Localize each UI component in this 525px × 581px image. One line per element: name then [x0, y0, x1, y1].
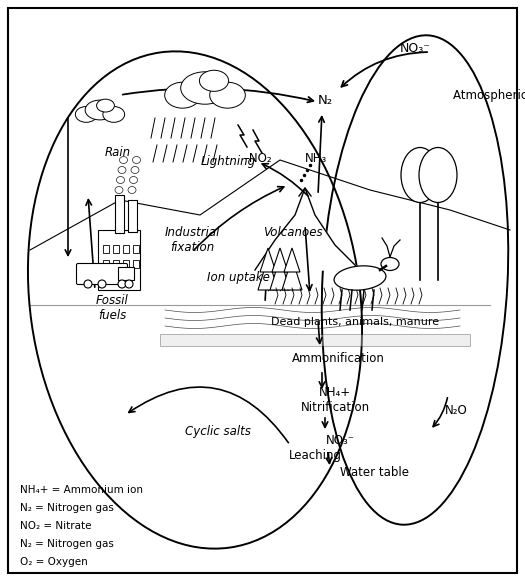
Text: NH₃: NH₃ — [305, 152, 327, 164]
Ellipse shape — [97, 99, 114, 112]
Ellipse shape — [85, 100, 115, 120]
Text: Industrial
fixation: Industrial fixation — [164, 226, 219, 254]
Ellipse shape — [419, 148, 457, 203]
Polygon shape — [282, 258, 302, 290]
FancyBboxPatch shape — [77, 264, 128, 285]
Ellipse shape — [118, 280, 126, 288]
Ellipse shape — [115, 187, 123, 193]
Text: N₂: N₂ — [318, 94, 332, 106]
Ellipse shape — [84, 280, 92, 288]
Bar — [133, 260, 139, 268]
Text: Volcanoes: Volcanoes — [263, 225, 323, 238]
Text: Rain: Rain — [105, 146, 131, 160]
Bar — [115, 195, 124, 233]
Ellipse shape — [381, 257, 399, 271]
Bar — [133, 245, 139, 253]
Polygon shape — [272, 248, 288, 272]
Text: NH₄+ = Ammonium ion: NH₄+ = Ammonium ion — [20, 485, 143, 495]
Text: Cyclic salts: Cyclic salts — [185, 425, 251, 439]
Bar — [103, 245, 109, 253]
Ellipse shape — [200, 70, 228, 91]
Text: NO₃⁻: NO₃⁻ — [326, 433, 354, 447]
Ellipse shape — [128, 187, 136, 193]
Bar — [113, 260, 119, 268]
Text: NO₃⁻: NO₃⁻ — [400, 41, 430, 55]
Ellipse shape — [130, 177, 138, 184]
Ellipse shape — [125, 280, 133, 288]
Ellipse shape — [209, 83, 245, 108]
Text: Dead plants, animals, manure: Dead plants, animals, manure — [271, 317, 439, 327]
Ellipse shape — [165, 83, 201, 108]
Text: N₂ = Nitrogen gas: N₂ = Nitrogen gas — [20, 539, 114, 549]
Ellipse shape — [334, 266, 386, 290]
Text: Lightning: Lightning — [201, 156, 256, 168]
Ellipse shape — [181, 72, 229, 104]
Polygon shape — [255, 188, 360, 270]
Ellipse shape — [98, 280, 106, 288]
Text: N₂O: N₂O — [445, 403, 467, 417]
Ellipse shape — [117, 177, 124, 184]
Bar — [113, 245, 119, 253]
Text: –NO₂: –NO₂ — [244, 152, 272, 164]
Bar — [103, 260, 109, 268]
Bar — [128, 200, 137, 232]
Text: Atmospheric N₂O: Atmospheric N₂O — [453, 88, 525, 102]
Text: NH₄+
Nitrification: NH₄+ Nitrification — [300, 386, 370, 414]
Text: Ion uptake: Ion uptake — [206, 271, 269, 285]
Bar — [123, 260, 129, 268]
Bar — [160, 334, 470, 346]
Polygon shape — [284, 248, 300, 272]
Bar — [123, 245, 129, 253]
Polygon shape — [270, 258, 290, 290]
Polygon shape — [260, 248, 276, 272]
Text: Fossil
fuels: Fossil fuels — [96, 294, 129, 322]
Bar — [118, 267, 134, 280]
Ellipse shape — [118, 167, 126, 174]
Text: N₂ = Nitrogen gas: N₂ = Nitrogen gas — [20, 503, 114, 513]
Ellipse shape — [103, 106, 124, 123]
Text: Ammonification: Ammonification — [291, 352, 384, 364]
Ellipse shape — [76, 106, 97, 123]
Text: Leaching: Leaching — [289, 449, 341, 461]
Polygon shape — [258, 258, 278, 290]
Ellipse shape — [120, 156, 128, 163]
Ellipse shape — [401, 148, 439, 203]
Text: O₂ = Oxygen: O₂ = Oxygen — [20, 557, 88, 567]
Text: NO₂ = Nitrate: NO₂ = Nitrate — [20, 521, 91, 531]
Ellipse shape — [132, 156, 141, 163]
Bar — [98, 230, 140, 290]
Text: Water table: Water table — [341, 465, 410, 479]
Ellipse shape — [131, 167, 139, 174]
